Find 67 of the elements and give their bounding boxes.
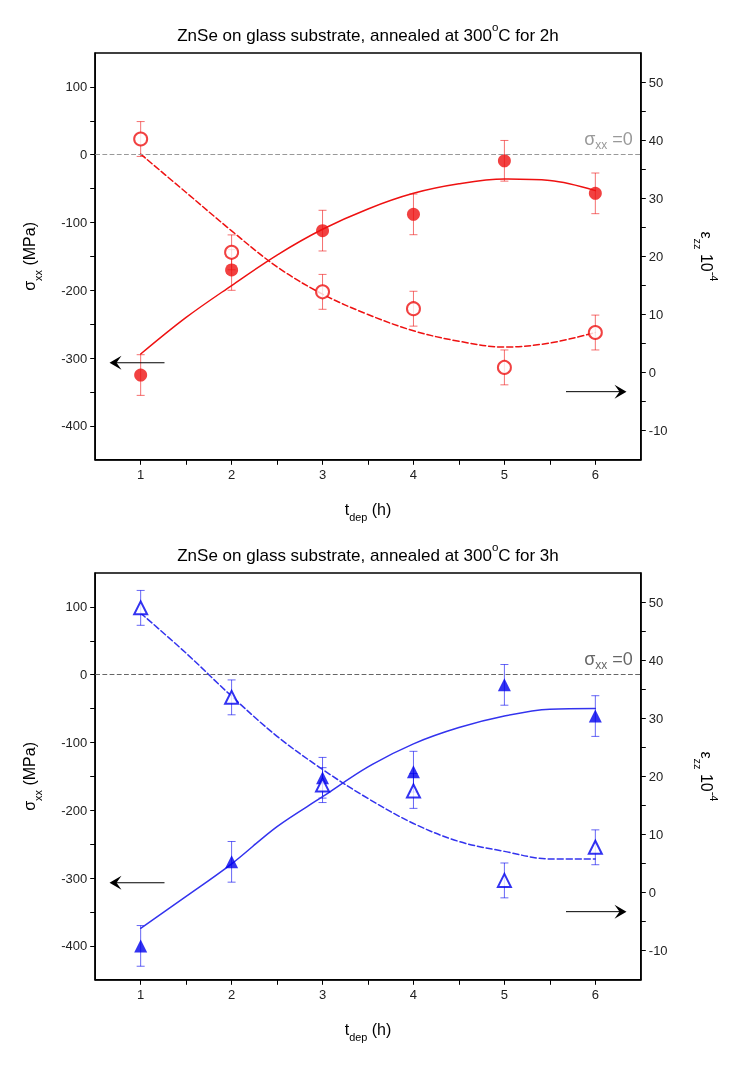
y2-axis-title: εzz 10-4 [692,231,721,282]
y2-tick-label: 0 [648,365,657,381]
y-tick-label: 0 [79,667,88,683]
x-tick-label: 3 [318,986,327,1002]
x-tick-label: 5 [500,466,509,482]
ref-line-label: σ$_{xx}$ =0 [584,648,633,672]
y-tick-label: -200 [61,802,88,818]
y-tick-label: 100 [65,599,88,615]
x-tick-label: 1 [137,466,145,482]
y2-tick-label: 20 [648,248,664,264]
y2-tick-label: 40 [648,652,664,668]
point [496,872,512,888]
point [315,284,331,300]
y2-tick-label: 50 [648,594,664,610]
x-tick-label: 6 [591,466,599,482]
y2-tick-label: 30 [648,190,664,206]
y2-tick-label: 10 [648,827,664,843]
point [134,368,148,382]
x-tick-label: 1 [137,986,145,1002]
y-tick-label: -100 [61,215,88,230]
y-tick-label: -300 [61,870,88,886]
y-tick-label: -400 [61,938,88,954]
y2-tick-label: -10 [648,943,668,959]
point [588,709,602,723]
y2-axis-title: εzz 10-4 [692,751,721,802]
y-tick-label: 100 [65,79,88,95]
point [224,244,240,260]
point [224,689,240,705]
x-tick-label: 5 [500,986,509,1002]
point [587,325,603,341]
y-tick-label: -100 [61,735,88,750]
x-tick-label: 3 [318,466,327,482]
y-tick-label: 0 [79,147,88,163]
x-tick-label: 4 [409,986,418,1002]
point [134,939,148,953]
ref-line-label: σ$_{xx}$ =0 [584,128,633,152]
point [497,154,511,168]
y-axis-title: σxx (MPa) [21,222,44,291]
y2-tick-label: -10 [648,423,668,439]
point [587,839,603,855]
point [406,207,420,221]
y2-tick-label: 10 [648,307,664,323]
point [405,301,421,317]
point [497,678,511,692]
x-tick-label: 4 [409,466,418,482]
y-axis-title: σxx (MPa) [21,742,44,811]
y2-tick-label: 50 [648,74,664,90]
point [225,855,239,869]
point [316,224,330,238]
point [496,359,512,375]
y2-tick-label: 20 [648,768,664,784]
y2-tick-label: 40 [648,132,664,148]
point [133,600,149,616]
y2-tick-label: 0 [648,885,657,901]
point [405,783,421,799]
point [315,777,331,793]
point [225,263,239,277]
y-tick-label: -300 [61,350,88,366]
point [133,131,149,147]
y2-tick-label: 30 [648,710,664,726]
x-tick-label: 2 [227,466,236,482]
y-tick-label: -200 [61,282,88,298]
y-tick-label: -400 [61,418,88,434]
x-tick-label: 6 [591,986,599,1002]
x-tick-label: 2 [227,986,236,1002]
point [406,765,420,779]
point [588,186,602,200]
